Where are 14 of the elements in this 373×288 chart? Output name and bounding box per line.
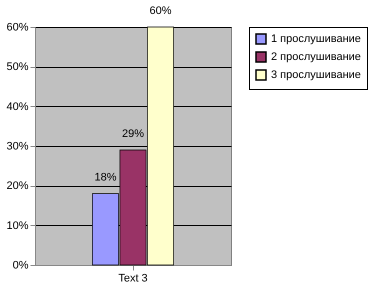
data-label: 60% — [149, 5, 172, 17]
legend-label: 1 прослушивание — [271, 33, 361, 45]
data-label: 18% — [94, 172, 117, 184]
legend-label: 2 прослушивание — [271, 51, 361, 63]
legend-label: 3 прослушивание — [271, 69, 361, 81]
data-label: 29% — [122, 128, 144, 140]
y-tick-label: 60% — [6, 22, 29, 34]
y-tick-label: 40% — [6, 100, 29, 113]
y-tick-label: 50% — [6, 61, 29, 74]
y-tick-label: 10% — [6, 220, 29, 232]
y-tick-label: 0% — [12, 260, 29, 272]
y-tick-label: 30% — [6, 140, 29, 152]
x-tick-label: Text 3 — [118, 272, 148, 284]
y-tick-label: 20% — [6, 180, 29, 192]
